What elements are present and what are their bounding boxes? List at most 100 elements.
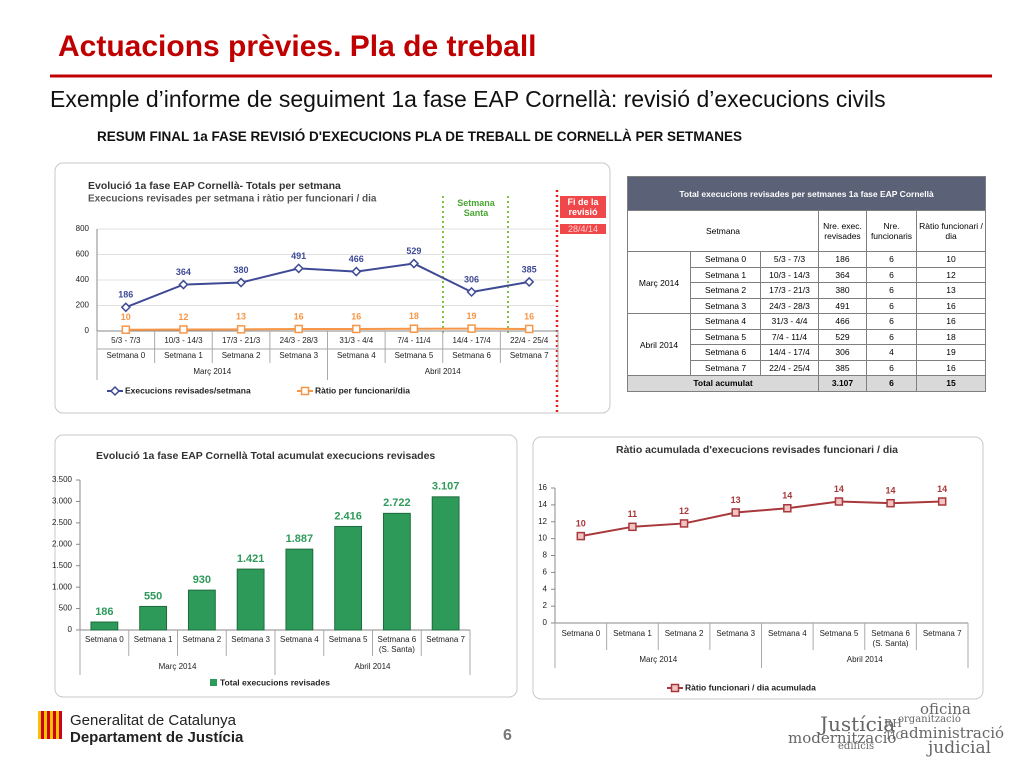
data-label: 3.107 bbox=[432, 481, 460, 493]
x-tick-line: (S. Santa) bbox=[873, 639, 909, 648]
marker bbox=[178, 279, 189, 290]
footer-org: Generalitat de Catalunya bbox=[70, 712, 236, 729]
x-tick-label: Setmana 0 bbox=[561, 629, 600, 638]
x-tick-label: 10/3 - 14/3 bbox=[164, 336, 203, 345]
bar bbox=[382, 512, 411, 631]
marker bbox=[121, 325, 131, 334]
data-label: 13 bbox=[236, 312, 246, 322]
chart-title: Evolució 1a fase EAP Cornellà Total acum… bbox=[96, 450, 435, 462]
month-label: Abril 2014 bbox=[354, 662, 391, 671]
week-label: Setmana 4 bbox=[337, 351, 376, 360]
x-tick-label: 5/3 - 7/3 bbox=[111, 336, 141, 345]
total-cell: 3.107 bbox=[818, 375, 867, 392]
y-tick-label: 400 bbox=[76, 275, 90, 284]
table-cell: 6 bbox=[866, 251, 917, 268]
y-tick-label: 10 bbox=[538, 534, 547, 543]
marker bbox=[467, 324, 476, 333]
x-tick-label: Setmana 2 bbox=[183, 635, 222, 644]
table-cell: 6 bbox=[866, 359, 917, 376]
table-cell: 24/3 - 28/3 bbox=[760, 297, 819, 314]
y-tick-label: 4 bbox=[543, 584, 548, 593]
data-label: 10 bbox=[121, 312, 131, 322]
table-cell: Setmana 0 bbox=[690, 251, 761, 268]
chart-panel bbox=[54, 162, 611, 414]
month-label: Abril 2014 bbox=[425, 367, 462, 376]
y-tick-label: 8 bbox=[543, 551, 548, 560]
legend-label: Ràtio per funcionari/dia bbox=[315, 385, 410, 395]
legend-label: Total execucions revisades bbox=[220, 677, 330, 687]
marker bbox=[731, 508, 740, 517]
page-number: 6 bbox=[503, 727, 512, 744]
x-tick-line: (S. Santa) bbox=[379, 645, 415, 654]
table-cell: 529 bbox=[818, 328, 867, 345]
header-cell: Setmana bbox=[627, 210, 819, 252]
y-tick-label: 2 bbox=[543, 601, 548, 610]
table-cell: Setmana 6 bbox=[690, 344, 761, 361]
x-tick-line: Setmana 6 bbox=[871, 629, 910, 638]
series-line bbox=[580, 500, 943, 538]
table-header-row: Setmana Nre. exec. revisades Nre. funciona… bbox=[627, 210, 987, 252]
table-cell: 4 bbox=[866, 344, 917, 361]
y-tick-label: 0 bbox=[85, 326, 90, 335]
total-cell: Total acumulat bbox=[627, 375, 819, 392]
annotation: 28/4/14 bbox=[560, 224, 606, 234]
bar bbox=[139, 605, 168, 631]
marker bbox=[293, 263, 304, 274]
total-cell: 6 bbox=[866, 375, 917, 392]
data-label: 14 bbox=[937, 484, 947, 494]
table-cell: 18 bbox=[915, 328, 987, 345]
bar bbox=[90, 621, 119, 631]
marker bbox=[524, 324, 534, 334]
x-tick-label: Setmana 3 bbox=[716, 629, 755, 638]
cloud-word: organització bbox=[898, 714, 961, 725]
marker bbox=[409, 324, 419, 333]
annotation: Setmana Santa bbox=[457, 198, 495, 218]
annotation: Fi de la revisió bbox=[560, 196, 606, 218]
table-cell: 10/3 - 14/3 bbox=[760, 266, 819, 283]
data-label: 306 bbox=[464, 274, 479, 284]
slide-title: Actuacions prèvies. Pla de treball bbox=[58, 30, 537, 63]
data-label: 16 bbox=[351, 311, 361, 321]
month-cell: Abril 2014 bbox=[627, 313, 691, 376]
data-label: 14 bbox=[834, 484, 844, 494]
chart-panel bbox=[532, 436, 984, 700]
series-line bbox=[125, 262, 530, 309]
marker bbox=[300, 386, 310, 396]
table-cell: Setmana 1 bbox=[690, 266, 761, 283]
data-label: 14 bbox=[886, 486, 896, 496]
table-cell: 6 bbox=[866, 282, 917, 299]
x-tick-label: Setmana 1 bbox=[613, 629, 652, 638]
marker bbox=[236, 277, 247, 288]
header-cell: Nre. funcionaris bbox=[866, 210, 917, 252]
summary-table: Total execucions revisades per setmanes … bbox=[626, 176, 987, 392]
data-label: 1.421 bbox=[237, 553, 265, 565]
table-cell: 5/3 - 7/3 bbox=[760, 251, 819, 268]
data-label: 18 bbox=[409, 311, 419, 321]
marker bbox=[294, 324, 303, 334]
cloud-word: RH bbox=[884, 717, 902, 730]
x-tick-label: 17/3 - 21/3 bbox=[222, 336, 261, 345]
data-label: 550 bbox=[144, 590, 162, 602]
x-tick-label: 31/3 - 4/4 bbox=[339, 336, 373, 345]
marker bbox=[179, 325, 188, 334]
y-tick-label: 2.000 bbox=[52, 539, 73, 548]
x-tick-label: Setmana 6 (S. Santa) bbox=[378, 635, 417, 654]
marker bbox=[120, 302, 131, 313]
y-tick-label: 3.000 bbox=[52, 497, 73, 506]
total-cell: 15 bbox=[915, 375, 987, 392]
y-tick-label: 12 bbox=[538, 517, 547, 526]
x-tick-label: Setmana 2 bbox=[665, 629, 704, 638]
cloud-word: edificis bbox=[838, 741, 875, 752]
y-tick-label: 0 bbox=[543, 618, 548, 627]
cloud-word: judicial bbox=[928, 738, 992, 758]
data-label: 930 bbox=[193, 574, 211, 586]
table-cell: 19 bbox=[915, 344, 987, 361]
x-tick-label: 14/4 - 17/4 bbox=[452, 336, 491, 345]
cloud-word: administració bbox=[900, 724, 1005, 742]
table-cell: 466 bbox=[818, 313, 867, 330]
marker bbox=[937, 497, 947, 506]
marker bbox=[524, 276, 535, 287]
data-label: 385 bbox=[522, 264, 537, 274]
table-cell: 13 bbox=[915, 282, 987, 299]
